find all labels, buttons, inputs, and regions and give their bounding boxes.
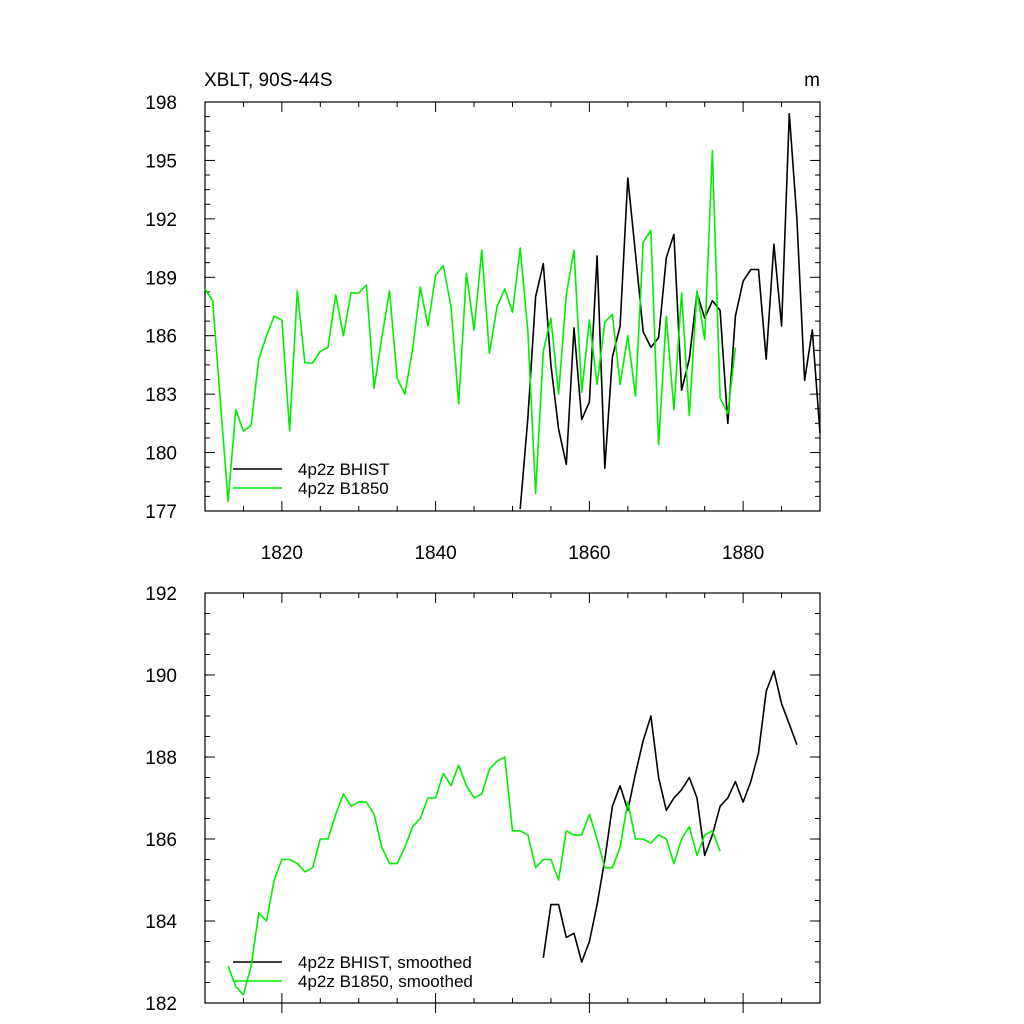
y-tick-label: 198: [145, 93, 177, 114]
legend-label: 4p2z B1850, smoothed: [298, 972, 473, 991]
units-label: m: [804, 70, 820, 91]
x-tick-label: 1840: [414, 543, 456, 564]
top-panel: 1820 1840 1860 1880 177 180 183 186 189 192 195 198…: [145, 93, 821, 564]
y-tick-label: 188: [145, 748, 177, 769]
y-tick-label: 192: [145, 210, 177, 231]
series-line: [227, 756, 721, 996]
legend-label: 4p2z BHIST: [298, 460, 390, 479]
x-tick-label: 1880: [722, 543, 764, 564]
series-line: [204, 149, 737, 503]
legend-label: 4p2z B1850: [298, 479, 389, 498]
bottom-panel: 182 184 186 188 190 192 4p2z BHIST, smoothed4p…: [145, 584, 821, 1015]
y-tick-label: 183: [145, 385, 177, 406]
y-tick-label: 182: [145, 994, 177, 1015]
chart-title: XBLT, 90S-44S: [204, 70, 333, 91]
series-line: [519, 112, 821, 510]
y-tick-label: 180: [145, 444, 177, 465]
y-tick-label: 195: [145, 151, 177, 172]
y-tick-label: 177: [145, 502, 177, 523]
legend-label: 4p2z BHIST, smoothed: [298, 953, 472, 972]
x-tick-label: 1860: [568, 543, 610, 564]
y-tick-label: 190: [145, 666, 177, 687]
series-line: [542, 670, 798, 963]
y-tick-label: 192: [145, 584, 177, 605]
x-tick-label: 1820: [261, 543, 303, 564]
y-tick-label: 189: [145, 268, 177, 289]
y-tick-label: 186: [145, 327, 177, 348]
y-tick-label: 184: [145, 912, 177, 933]
y-tick-label: 186: [145, 830, 177, 851]
